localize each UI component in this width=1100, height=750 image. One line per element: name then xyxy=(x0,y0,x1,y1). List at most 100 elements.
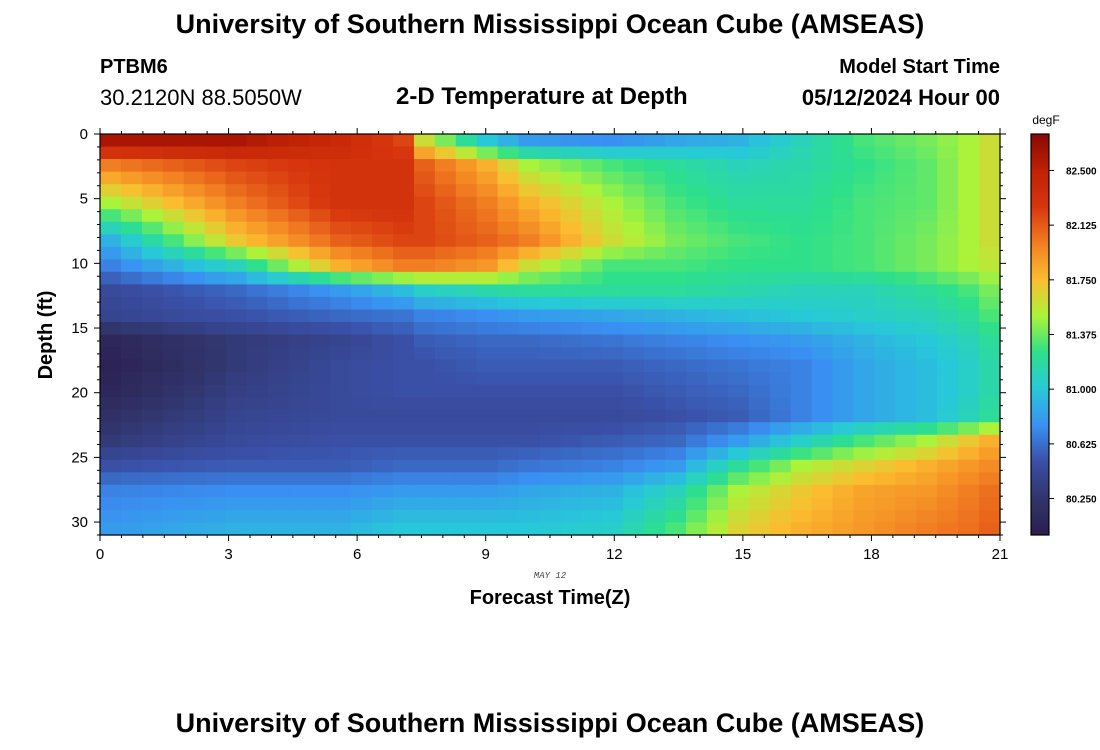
heatmap-cell xyxy=(686,409,708,423)
heatmap-cell xyxy=(853,484,876,499)
heatmap-cell xyxy=(455,472,478,486)
heatmap-cell xyxy=(434,296,457,311)
heatmap-cell xyxy=(330,434,352,448)
heatmap-cell xyxy=(351,146,373,160)
heatmap-cell xyxy=(246,171,269,185)
heatmap-cell xyxy=(665,246,687,260)
heatmap-cell xyxy=(413,284,436,298)
heatmap-cell xyxy=(874,497,896,511)
heatmap-cell xyxy=(895,196,917,210)
heatmap-cell xyxy=(623,321,645,336)
heatmap-cell xyxy=(832,447,855,461)
heatmap-cell xyxy=(455,384,478,398)
heatmap-cell xyxy=(162,459,185,473)
heatmap-cell xyxy=(246,384,269,398)
heatmap-cell xyxy=(748,384,771,398)
heatmap-cell xyxy=(937,209,959,223)
heatmap-cell xyxy=(476,221,499,235)
heatmap-cell xyxy=(706,221,729,235)
heatmap-cell xyxy=(916,234,938,248)
heatmap-cell xyxy=(413,409,436,423)
heatmap-cell xyxy=(413,434,436,448)
heatmap-cell xyxy=(748,422,771,436)
heatmap-cell xyxy=(602,146,624,160)
heatmap-cell xyxy=(455,447,478,461)
heatmap-cell xyxy=(832,434,855,448)
heatmap-cell xyxy=(539,397,562,411)
heatmap-cell xyxy=(393,259,415,273)
heatmap-cell xyxy=(434,472,457,486)
heatmap-cell xyxy=(497,384,520,398)
heatmap-cell xyxy=(916,359,938,373)
heatmap-cell xyxy=(267,447,289,461)
x-date-label: MAY 12 xyxy=(534,571,567,581)
heatmap-cell xyxy=(393,271,415,285)
heatmap-cell xyxy=(141,309,164,323)
heatmap-cell xyxy=(665,134,687,148)
heatmap-cell xyxy=(790,384,813,398)
heatmap-cell xyxy=(560,459,582,473)
heatmap-cell xyxy=(560,347,582,361)
heatmap-cell xyxy=(120,259,143,273)
heatmap-cell xyxy=(393,459,415,473)
heatmap-cell xyxy=(686,321,708,336)
heatmap-cell xyxy=(644,509,666,524)
heatmap-cell xyxy=(372,221,394,235)
heatmap-cell xyxy=(288,146,310,160)
heatmap-cell xyxy=(100,522,122,536)
heatmap-cell xyxy=(581,372,603,386)
heatmap-cell xyxy=(100,359,122,373)
heatmap-cell xyxy=(832,146,855,160)
heatmap-cell xyxy=(916,484,938,499)
heatmap-cell xyxy=(539,259,562,273)
heatmap-cell xyxy=(727,347,750,361)
heatmap-cell xyxy=(518,196,541,210)
heatmap-cell xyxy=(706,384,729,398)
heatmap-cell xyxy=(246,459,269,473)
heatmap-cell xyxy=(811,159,834,173)
heatmap-cell xyxy=(288,397,310,411)
heatmap-cell xyxy=(769,497,792,511)
heatmap-cell xyxy=(581,246,603,260)
heatmap-cell xyxy=(686,359,708,373)
heatmap-cell xyxy=(518,434,541,448)
heatmap-cell xyxy=(581,196,603,210)
heatmap-cell xyxy=(183,522,206,536)
heatmap-cell xyxy=(937,159,959,173)
heatmap-cell xyxy=(497,221,520,235)
heatmap-cell xyxy=(560,296,582,311)
heatmap-cell xyxy=(602,309,624,323)
heatmap-cell xyxy=(309,459,331,473)
heatmap-cell xyxy=(204,372,227,386)
heatmap-cell xyxy=(434,159,457,173)
heatmap-cell xyxy=(141,259,164,273)
heatmap-cell xyxy=(727,159,750,173)
heatmap-cell xyxy=(141,372,164,386)
heatmap-cell xyxy=(665,459,687,473)
heatmap-cell xyxy=(267,309,289,323)
heatmap-cell xyxy=(393,509,415,524)
heatmap-cell xyxy=(246,296,269,311)
heatmap-cell xyxy=(916,146,938,160)
heatmap-cell xyxy=(686,459,708,473)
heatmap-cell xyxy=(853,184,876,198)
heatmap-cell xyxy=(351,347,373,361)
heatmap-cell xyxy=(288,209,310,223)
heatmap-cell xyxy=(560,372,582,386)
heatmap-cell xyxy=(916,246,938,260)
heatmap-cell xyxy=(937,146,959,160)
heatmap-cell xyxy=(748,509,771,524)
heatmap-cell xyxy=(476,434,499,448)
heatmap-cell xyxy=(455,372,478,386)
heatmap-cell xyxy=(476,484,499,499)
heatmap-cell xyxy=(916,159,938,173)
heatmap-cell xyxy=(727,171,750,185)
heatmap-cell xyxy=(832,171,855,185)
heatmap-cell xyxy=(790,359,813,373)
heatmap-cell xyxy=(413,134,436,148)
heatmap-cell xyxy=(895,497,917,511)
heatmap-cell xyxy=(309,209,331,223)
heatmap-cell xyxy=(811,284,834,298)
heatmap-cell xyxy=(686,146,708,160)
heatmap-cell xyxy=(706,472,729,486)
